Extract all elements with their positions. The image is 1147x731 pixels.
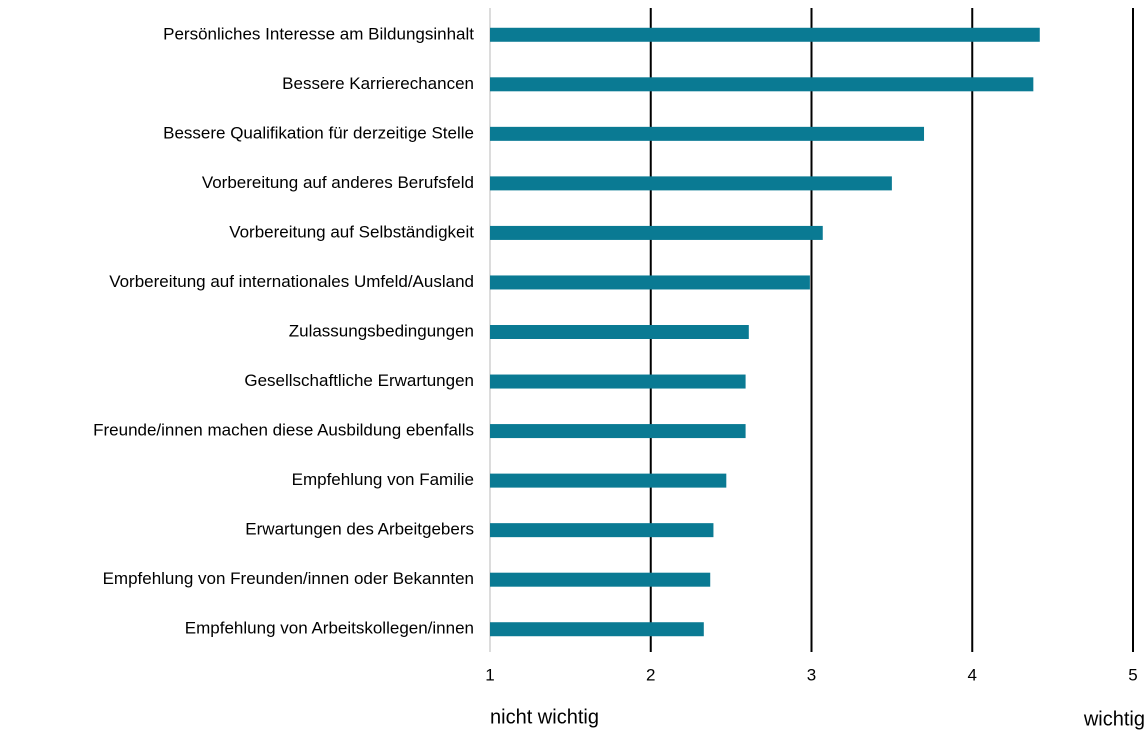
y-tick-label: Vorbereitung auf anderes Berufsfeld (202, 173, 474, 192)
bar (490, 77, 1034, 92)
y-tick-label: Persönliches Interesse am Bildungsinhalt (163, 24, 474, 43)
x-tick-label: 1 (485, 665, 494, 684)
bar (490, 572, 711, 587)
bar (490, 275, 810, 290)
y-tick-label: Freunde/innen machen diese Ausbildung eb… (93, 421, 474, 440)
y-tick-label: Vorbereitung auf internationales Umfeld/… (109, 272, 474, 291)
bar (490, 622, 704, 637)
bar (490, 374, 746, 389)
y-tick-label: Empfehlung von Familie (292, 470, 474, 489)
bar (490, 424, 746, 439)
x-tick-label: 3 (807, 665, 816, 684)
y-tick-label: Vorbereitung auf Selbständigkeit (229, 222, 474, 241)
x-tick-label: 4 (968, 665, 977, 684)
bar (490, 225, 823, 240)
y-tick-label: Erwartungen des Arbeitgebers (245, 520, 474, 539)
x-axis-label-high: wichtig (1083, 708, 1145, 730)
y-tick-label: Empfehlung von Freunden/innen oder Bekan… (103, 569, 474, 588)
y-tick-label: Zulassungsbedingungen (289, 321, 474, 340)
x-axis-label-low: nicht wichtig (490, 706, 599, 728)
x-tick-label: 2 (646, 665, 655, 684)
bar (490, 176, 892, 191)
y-tick-label: Bessere Karrierechancen (282, 74, 474, 93)
bar (490, 523, 714, 538)
bar (490, 126, 925, 141)
y-tick-label: Bessere Qualifikation für derzeitige Ste… (163, 123, 474, 142)
bar (490, 473, 727, 488)
y-tick-label: Gesellschaftliche Erwartungen (244, 371, 474, 390)
y-tick-label: Empfehlung von Arbeitskollegen/innen (185, 619, 474, 638)
x-tick-label: 5 (1128, 665, 1137, 684)
bar (490, 27, 1040, 42)
bar (490, 325, 749, 339)
